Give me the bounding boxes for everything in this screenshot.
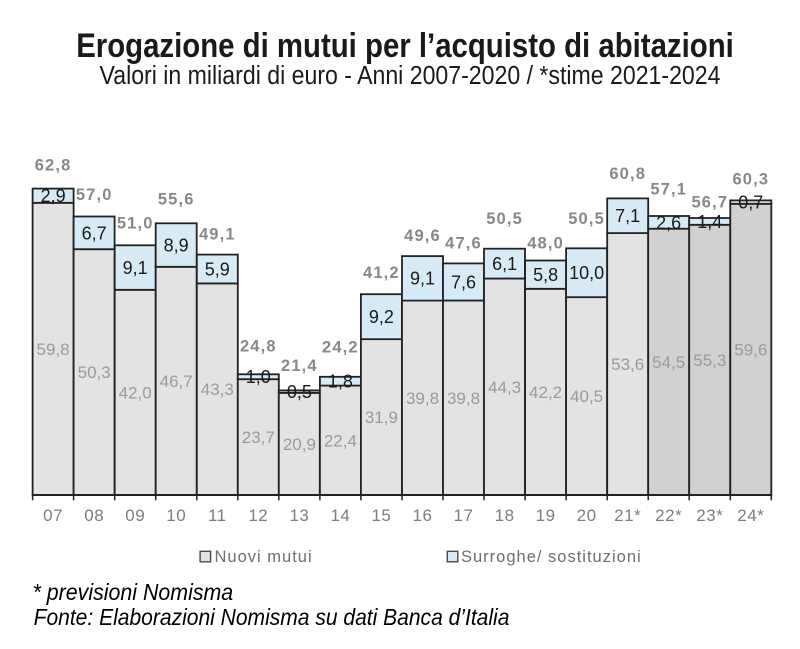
svg-text:11: 11 bbox=[208, 506, 227, 525]
svg-text:1,4: 1,4 bbox=[697, 212, 722, 232]
svg-text:21,4: 21,4 bbox=[281, 357, 318, 375]
svg-text:53,6: 53,6 bbox=[611, 355, 644, 374]
svg-text:2,9: 2,9 bbox=[41, 186, 66, 206]
svg-text:1,0: 1,0 bbox=[246, 367, 271, 387]
svg-text:44,3: 44,3 bbox=[488, 378, 521, 397]
svg-text:60,8: 60,8 bbox=[609, 165, 646, 183]
svg-text:19: 19 bbox=[536, 506, 556, 525]
svg-text:10,0: 10,0 bbox=[569, 263, 604, 283]
svg-text:62,8: 62,8 bbox=[35, 156, 72, 174]
svg-text:10: 10 bbox=[166, 506, 186, 525]
svg-text:50,3: 50,3 bbox=[78, 363, 111, 382]
svg-text:18: 18 bbox=[495, 506, 515, 525]
svg-text:42,2: 42,2 bbox=[529, 383, 562, 402]
svg-text:41,2: 41,2 bbox=[363, 264, 400, 282]
svg-text:0,5: 0,5 bbox=[287, 382, 312, 402]
svg-text:Nuovi mutui: Nuovi mutui bbox=[215, 548, 313, 566]
svg-text:54,5: 54,5 bbox=[652, 353, 685, 372]
svg-text:47,6: 47,6 bbox=[445, 235, 482, 253]
svg-text:13: 13 bbox=[289, 506, 309, 525]
svg-text:39,8: 39,8 bbox=[447, 389, 480, 408]
svg-text:39,8: 39,8 bbox=[406, 389, 439, 408]
svg-text:43,3: 43,3 bbox=[201, 380, 234, 399]
svg-text:49,1: 49,1 bbox=[199, 225, 236, 243]
svg-text:24*: 24* bbox=[737, 506, 764, 525]
svg-text:* previsioni Nomisma: * previsioni Nomisma bbox=[33, 579, 234, 605]
svg-text:9,1: 9,1 bbox=[410, 269, 435, 289]
svg-text:16: 16 bbox=[413, 506, 433, 525]
svg-text:9,1: 9,1 bbox=[123, 258, 148, 278]
svg-text:51,0: 51,0 bbox=[117, 214, 154, 232]
svg-text:23*: 23* bbox=[696, 506, 723, 525]
svg-text:20,9: 20,9 bbox=[283, 435, 316, 454]
svg-text:56,7: 56,7 bbox=[691, 194, 728, 212]
svg-text:24,2: 24,2 bbox=[322, 339, 359, 357]
svg-text:7,1: 7,1 bbox=[615, 206, 640, 226]
svg-text:20: 20 bbox=[577, 506, 597, 525]
svg-text:7,6: 7,6 bbox=[451, 272, 476, 292]
svg-text:07: 07 bbox=[43, 506, 63, 525]
svg-text:2,6: 2,6 bbox=[656, 213, 681, 233]
svg-text:40,5: 40,5 bbox=[570, 387, 603, 406]
svg-text:31,9: 31,9 bbox=[365, 408, 398, 427]
svg-text:0,7: 0,7 bbox=[738, 193, 763, 213]
svg-text:Surroghe/ sostituzioni: Surroghe/ sostituzioni bbox=[461, 548, 642, 566]
svg-text:1,8: 1,8 bbox=[328, 372, 353, 392]
svg-text:08: 08 bbox=[84, 506, 104, 525]
svg-text:42,0: 42,0 bbox=[119, 383, 152, 402]
svg-text:59,8: 59,8 bbox=[37, 340, 70, 359]
svg-text:22,4: 22,4 bbox=[324, 431, 357, 450]
svg-text:12: 12 bbox=[248, 506, 268, 525]
svg-text:6,1: 6,1 bbox=[492, 254, 517, 274]
svg-text:55,3: 55,3 bbox=[693, 351, 726, 370]
svg-text:59,6: 59,6 bbox=[734, 340, 767, 359]
svg-text:9,2: 9,2 bbox=[369, 307, 394, 327]
svg-text:22*: 22* bbox=[655, 506, 682, 525]
svg-text:Erogazione di mutui per l’acqu: Erogazione di mutui per l’acquisto di ab… bbox=[76, 26, 734, 65]
svg-text:17: 17 bbox=[454, 506, 474, 525]
svg-text:46,7: 46,7 bbox=[160, 372, 193, 391]
svg-text:60,3: 60,3 bbox=[732, 171, 769, 189]
svg-text:14: 14 bbox=[330, 506, 350, 525]
svg-text:55,6: 55,6 bbox=[158, 190, 195, 208]
svg-text:49,6: 49,6 bbox=[404, 227, 441, 245]
svg-text:21*: 21* bbox=[614, 506, 641, 525]
svg-text:6,7: 6,7 bbox=[82, 223, 107, 243]
svg-text:Fonte: Elaborazioni Nomisma su: Fonte: Elaborazioni Nomisma su dati Banc… bbox=[34, 604, 510, 630]
svg-text:48,0: 48,0 bbox=[527, 235, 564, 253]
svg-text:09: 09 bbox=[125, 506, 145, 525]
svg-text:23,7: 23,7 bbox=[242, 428, 275, 447]
svg-text:24,8: 24,8 bbox=[240, 338, 277, 356]
svg-text:57,0: 57,0 bbox=[76, 186, 113, 204]
svg-text:50,5: 50,5 bbox=[486, 210, 523, 228]
svg-text:5,9: 5,9 bbox=[205, 259, 230, 279]
svg-text:5,8: 5,8 bbox=[533, 265, 558, 285]
svg-text:57,1: 57,1 bbox=[650, 180, 687, 198]
svg-text:8,9: 8,9 bbox=[164, 236, 189, 256]
svg-text:15: 15 bbox=[371, 506, 391, 525]
svg-text:Valori in miliardi di euro - A: Valori in miliardi di euro - Anni 2007-2… bbox=[100, 62, 721, 91]
svg-text:50,5: 50,5 bbox=[568, 210, 605, 228]
